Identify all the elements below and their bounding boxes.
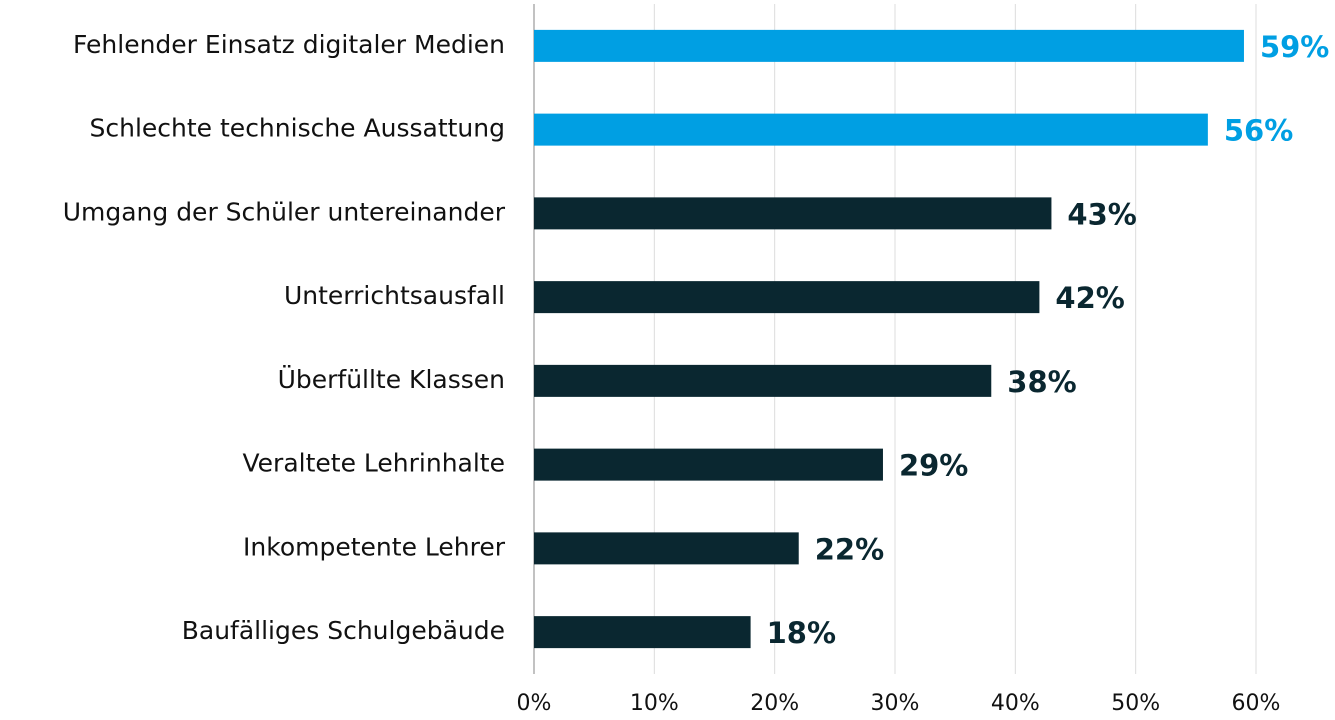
y-tick-label: Unterrichtsausfall [284,281,505,310]
value-label: 18% [767,616,836,650]
x-tick-label: 20% [750,691,799,716]
bar [534,616,751,649]
x-tick-label: 10% [630,691,679,716]
x-tick-label: 30% [871,691,920,716]
value-label: 29% [899,449,968,483]
bar [534,364,992,397]
bar [534,448,883,481]
y-tick-label: Baufälliges Schulgebäude [182,616,505,645]
y-tick-label: Veraltete Lehrinhalte [243,449,505,478]
y-tick-label: Schlechte technische Aussattung [90,114,506,143]
y-tick-label: Umgang der Schüler untereinander [63,197,506,226]
y-tick-label: Inkompetente Lehrer [243,532,506,561]
value-label: 59% [1260,30,1329,64]
bar [534,197,1052,230]
value-label: 42% [1055,281,1124,315]
x-tick-label: 60% [1232,691,1281,716]
x-tick-label: 50% [1111,691,1160,716]
bar [534,532,799,565]
bar [534,29,1244,62]
x-tick-label: 0% [517,691,552,716]
value-label: 56% [1224,114,1293,148]
y-tick-label: Fehlender Einsatz digitaler Medien [73,30,505,59]
bar [534,281,1040,314]
value-label: 38% [1007,365,1076,399]
value-label: 43% [1067,197,1136,231]
x-tick-label: 40% [991,691,1040,716]
y-tick-label: Überfüllte Klassen [278,365,505,394]
value-label: 22% [815,532,884,566]
bar [534,113,1208,146]
